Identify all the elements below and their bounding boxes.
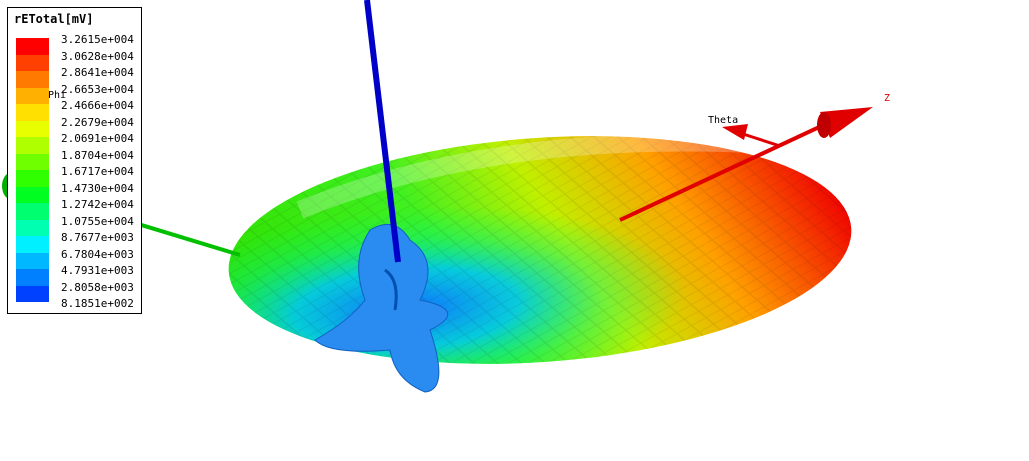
- colorbar-band: [16, 203, 49, 220]
- colorbar-band: [16, 87, 49, 104]
- colorbar-tick-label: 2.8641e+004: [61, 66, 134, 79]
- colorbar-tick-label: 1.6717e+004: [61, 165, 134, 178]
- z-axis-label: Z: [884, 93, 890, 104]
- z-axis: [619, 107, 873, 222]
- pattern-surface: [228, 133, 852, 364]
- colorbar-tick-label: 2.4666e+004: [61, 99, 134, 112]
- colorbar-band: [16, 219, 49, 236]
- colorbar-tick-label: 1.8704e+004: [61, 148, 134, 162]
- colorbar-band: [16, 38, 49, 55]
- colorbar-band: [16, 120, 49, 137]
- colorbar-tick-label: 8.7677e+003: [61, 231, 134, 244]
- phi-axis-label: Phi: [48, 90, 67, 101]
- vertical-axis: [364, 0, 401, 263]
- colorbar-tick-label: 2.2679e+004: [61, 115, 134, 129]
- colorbar-tick-label: 1.0755e+004: [61, 214, 134, 228]
- colorbar-ticks: 3.2615e+004 3.0628e+004 2.8641e+004 2.6653e…: [61, 32, 134, 313]
- colorbar-band: [16, 285, 49, 302]
- side-lobes: [314, 223, 449, 393]
- colorbar-band: [16, 236, 49, 253]
- colorbar-band: [16, 71, 49, 88]
- legend-title: rETotal[mV]: [14, 12, 94, 26]
- colorbar-band: [16, 186, 49, 203]
- colorbar-tick-label: 2.8058e+003: [61, 280, 134, 294]
- colorbar-band: [16, 104, 49, 121]
- colorbar: [16, 38, 49, 302]
- colorbar-band: [16, 153, 49, 170]
- colorbar-band: [16, 54, 49, 71]
- color-legend: rETotal[mV] 3.2615e+004 3.0628e+004 2.8641…: [7, 7, 142, 314]
- theta-axis-label: Theta: [708, 115, 738, 126]
- colorbar-tick-label: 8.1851e+002: [61, 297, 134, 310]
- colorbar-tick-label: 3.2615e+004: [61, 33, 134, 46]
- colorbar-tick-label: 1.4730e+004: [61, 181, 134, 195]
- colorbar-band: [16, 269, 49, 286]
- colorbar-band: [16, 252, 49, 269]
- colorbar-tick-label: 4.7931e+003: [61, 264, 134, 277]
- colorbar-tick-label: 3.0628e+004: [61, 49, 134, 63]
- colorbar-tick-label: 2.6653e+004: [61, 82, 134, 96]
- colorbar-band: [16, 170, 49, 187]
- colorbar-band: [16, 137, 49, 154]
- colorbar-tick-label: 1.2742e+004: [61, 198, 134, 211]
- colorbar-tick-label: 2.0691e+004: [61, 132, 134, 145]
- colorbar-tick-label: 6.7804e+003: [61, 247, 134, 261]
